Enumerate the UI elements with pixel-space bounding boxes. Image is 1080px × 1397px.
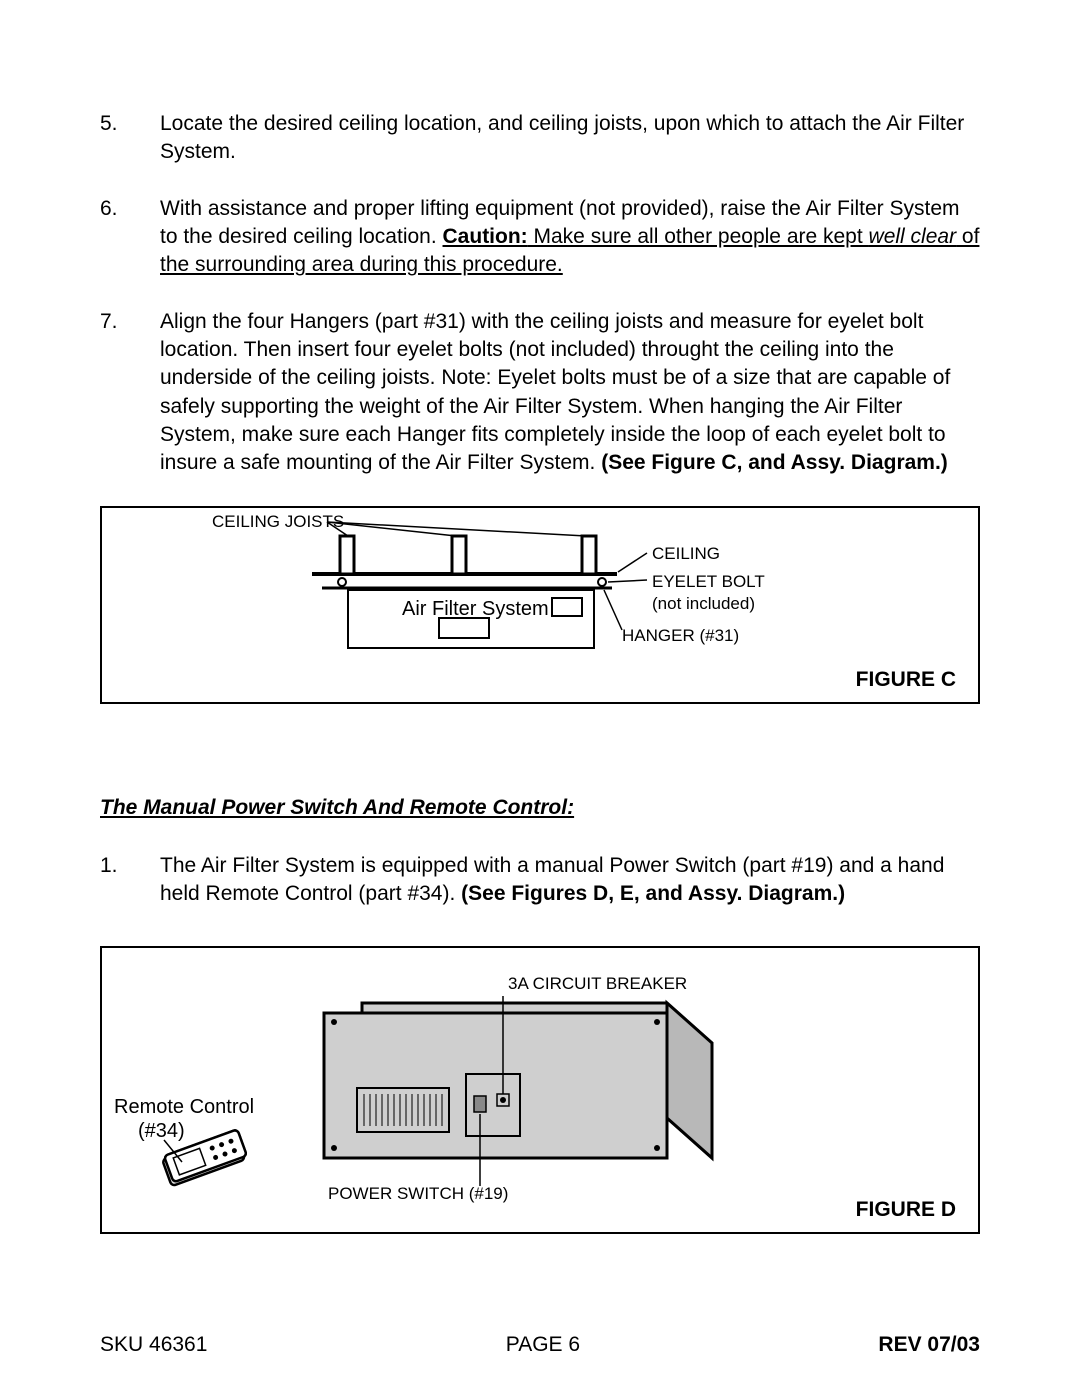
caution-label: Caution:	[443, 225, 528, 248]
figure-d: 3A CIRCUIT BREAKER POWER SWITCH (#19) Re…	[100, 946, 980, 1234]
step-text: The Air Filter System is equipped with a…	[160, 852, 980, 909]
step-5: 5. Locate the desired ceiling location, …	[100, 110, 980, 167]
step-bold-tail: (See Figures D, E, and Assy. Diagram.)	[461, 882, 845, 905]
label-eyelet-bolt: EYELET BOLT	[652, 572, 765, 592]
step-text: Locate the desired ceiling location, and…	[160, 110, 980, 167]
footer-sku: SKU 46361	[100, 1333, 207, 1357]
step-b-1: 1. The Air Filter System is equipped wit…	[100, 852, 980, 909]
step-number: 1.	[100, 852, 160, 909]
step-number: 7.	[100, 308, 160, 478]
label-power-switch: POWER SWITCH (#19)	[328, 1184, 508, 1204]
step-number: 6.	[100, 195, 160, 280]
label-remote-num: (#34)	[138, 1120, 185, 1143]
step-text: With assistance and proper lifting equip…	[160, 195, 980, 280]
footer-rev: REV 07/03	[878, 1333, 980, 1357]
figure-c-label: FIGURE C	[856, 668, 956, 692]
step-bold-tail: (See Figure C, and Assy. Diagram.)	[601, 451, 948, 474]
page-footer: SKU 46361 PAGE 6 REV 07/03	[100, 1333, 980, 1357]
label-breaker: 3A CIRCUIT BREAKER	[508, 974, 687, 994]
label-afs: Air Filter System	[402, 598, 549, 621]
label-eyelet-note: (not included)	[652, 594, 755, 614]
section-heading: The Manual Power Switch And Remote Contr…	[100, 796, 980, 820]
label-remote: Remote Control	[114, 1096, 254, 1119]
step-7: 7. Align the four Hangers (part #31) wit…	[100, 308, 980, 478]
step-pre: Align the four Hangers (part #31) with t…	[160, 310, 950, 475]
step-6: 6. With assistance and proper lifting eq…	[100, 195, 980, 280]
caution-rest: Make sure all other people are kept	[528, 225, 869, 248]
step-text: Align the four Hangers (part #31) with t…	[160, 308, 980, 478]
step-number: 5.	[100, 110, 160, 167]
caution-italic: well clear	[869, 225, 957, 248]
footer-page: PAGE 6	[506, 1333, 580, 1357]
label-hanger: HANGER (#31)	[622, 626, 739, 646]
figure-d-label: FIGURE D	[856, 1198, 956, 1222]
label-ceiling-joists: CEILING JOISTS	[212, 512, 344, 532]
label-ceiling: CEILING	[652, 544, 720, 564]
figure-c: CEILING JOISTS Air Filter System CEILING…	[100, 506, 980, 704]
